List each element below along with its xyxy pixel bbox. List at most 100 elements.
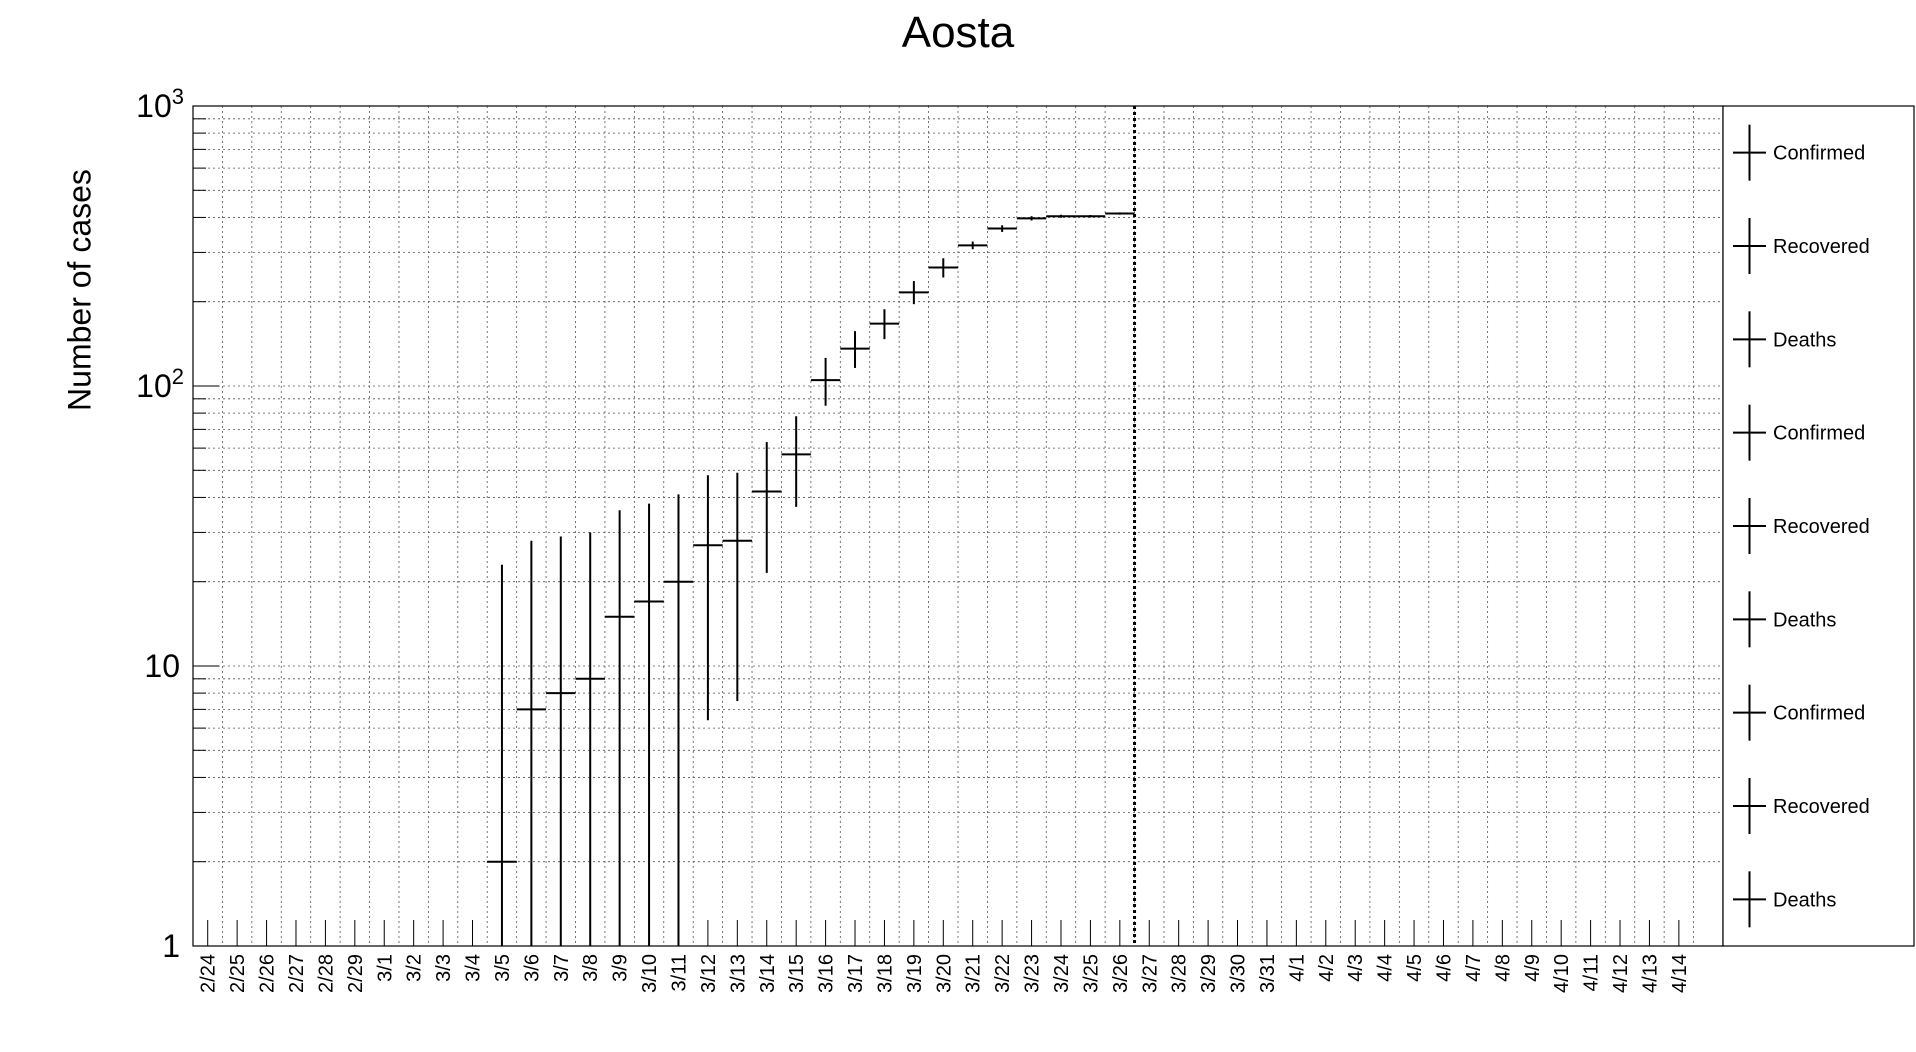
- data-point: [1016, 216, 1047, 221]
- x-tick-label: 3/22: [992, 954, 1014, 993]
- x-axis-ticks: 2/24 2/25 2/26 2/27 2/28 2/29 3/1 3/2 3/3 3/4 3/5 3…: [198, 920, 1691, 993]
- y-tick-label: 103: [136, 84, 184, 124]
- y-axis-ticks: 1 10 102 103: [136, 84, 219, 964]
- data-point: [810, 357, 841, 406]
- x-tick-label: 3/6: [521, 954, 543, 982]
- x-tick-label: 4/2: [1316, 954, 1338, 982]
- x-tick-label: 3/24: [1051, 954, 1073, 993]
- data-point: [634, 503, 664, 946]
- legend-label: Recovered: [1773, 796, 1870, 818]
- data-points: [487, 212, 1135, 946]
- legend-entry: Confirmed: [1733, 684, 1865, 741]
- data-point: [546, 536, 576, 946]
- chart-title: Aosta: [901, 8, 1015, 57]
- legend-entry: Confirmed: [1733, 404, 1865, 461]
- legend-label: Recovered: [1773, 236, 1870, 258]
- x-tick-label: 3/31: [1257, 954, 1279, 993]
- x-tick-label: 3/30: [1228, 954, 1250, 993]
- legend-label: Confirmed: [1773, 423, 1865, 445]
- legend-label: Deaths: [1773, 329, 1836, 351]
- x-tick-label: 4/7: [1463, 954, 1485, 982]
- legend-entry: Recovered: [1733, 218, 1870, 274]
- legend-label: Confirmed: [1773, 703, 1865, 725]
- data-point: [693, 475, 723, 721]
- x-tick-label: 2/26: [257, 954, 279, 993]
- x-tick-label: 2/24: [198, 954, 220, 993]
- x-tick-label: 2/29: [345, 954, 367, 993]
- data-point: [663, 494, 694, 946]
- legend-entry: Deaths: [1733, 871, 1836, 928]
- x-tick-label: 3/4: [463, 954, 485, 982]
- x-tick-label: 2/27: [286, 954, 308, 993]
- legend-entry: Deaths: [1733, 311, 1836, 368]
- x-tick-label: 4/14: [1669, 954, 1691, 993]
- x-tick-label: 3/23: [1022, 954, 1044, 993]
- legend-label: Deaths: [1773, 889, 1836, 911]
- x-tick-label: 3/19: [904, 954, 926, 993]
- x-tick-label: 4/3: [1345, 954, 1367, 982]
- legend-label: Deaths: [1773, 609, 1836, 631]
- x-tick-label: 3/13: [727, 954, 749, 993]
- data-point: [487, 564, 517, 946]
- data-point: [1075, 215, 1106, 218]
- data-point: [781, 416, 811, 507]
- legend-entry: Deaths: [1733, 591, 1836, 648]
- x-tick-label: 4/10: [1551, 954, 1573, 993]
- data-point: [516, 540, 547, 946]
- x-tick-label: 3/1: [374, 954, 396, 982]
- x-tick-label: 3/21: [963, 954, 985, 993]
- x-tick-label: 3/20: [933, 954, 955, 993]
- data-point: [1105, 212, 1135, 215]
- x-tick-label: 4/5: [1404, 954, 1426, 982]
- legend: Confirmed Recovered Deaths Confirmed Recover…: [1722, 105, 1915, 947]
- x-tick-label: 3/7: [551, 954, 573, 982]
- y-tick-label: 1: [162, 928, 180, 964]
- data-point: [1046, 214, 1076, 218]
- x-tick-label: 3/5: [492, 954, 514, 982]
- data-point: [840, 331, 870, 368]
- data-point: [869, 309, 900, 340]
- x-tick-label: 2/25: [227, 954, 249, 993]
- data-point: [575, 532, 605, 946]
- x-tick-label: 3/16: [816, 954, 838, 993]
- y-tick-label: 10: [144, 648, 180, 684]
- x-tick-label: 4/13: [1639, 954, 1661, 993]
- x-tick-label: 3/3: [433, 954, 455, 982]
- x-tick-label: 3/8: [580, 954, 602, 982]
- x-tick-label: 4/9: [1522, 954, 1544, 982]
- x-tick-label: 4/1: [1286, 954, 1308, 982]
- x-tick-label: 3/26: [1110, 954, 1132, 993]
- data-point: [928, 258, 958, 278]
- legend-entry: Recovered: [1733, 778, 1870, 834]
- x-tick-label: 4/12: [1610, 954, 1632, 993]
- x-tick-label: 3/12: [698, 954, 720, 993]
- x-tick-label: 3/10: [639, 954, 661, 993]
- x-tick-label: 3/11: [668, 954, 690, 991]
- grid-lines: [193, 106, 1723, 946]
- x-tick-label: 3/27: [1139, 954, 1161, 993]
- data-point: [752, 442, 782, 573]
- y-tick-label: 102: [136, 364, 184, 404]
- data-point: [899, 281, 929, 305]
- data-point: [958, 241, 988, 250]
- x-tick-label: 4/6: [1433, 954, 1455, 982]
- x-tick-label: 3/2: [404, 954, 426, 982]
- x-tick-label: 3/9: [610, 954, 632, 982]
- x-tick-label: 3/25: [1080, 954, 1102, 993]
- x-tick-label: 4/4: [1375, 954, 1397, 982]
- data-point: [604, 510, 635, 946]
- x-tick-label: 4/8: [1492, 954, 1514, 982]
- x-tick-label: 3/14: [757, 954, 779, 993]
- x-tick-label: 3/28: [1169, 954, 1191, 993]
- legend-label: Confirmed: [1773, 143, 1865, 165]
- x-tick-label: 4/11: [1581, 954, 1603, 991]
- x-tick-label: 3/17: [845, 954, 867, 993]
- x-tick-label: 3/15: [786, 954, 808, 993]
- data-point: [987, 225, 1017, 232]
- x-tick-label: 2/28: [315, 954, 337, 993]
- data-point: [722, 472, 753, 701]
- x-tick-label: 3/18: [874, 954, 896, 993]
- x-tick-label: 3/29: [1198, 954, 1220, 993]
- legend-entry: Recovered: [1733, 498, 1870, 554]
